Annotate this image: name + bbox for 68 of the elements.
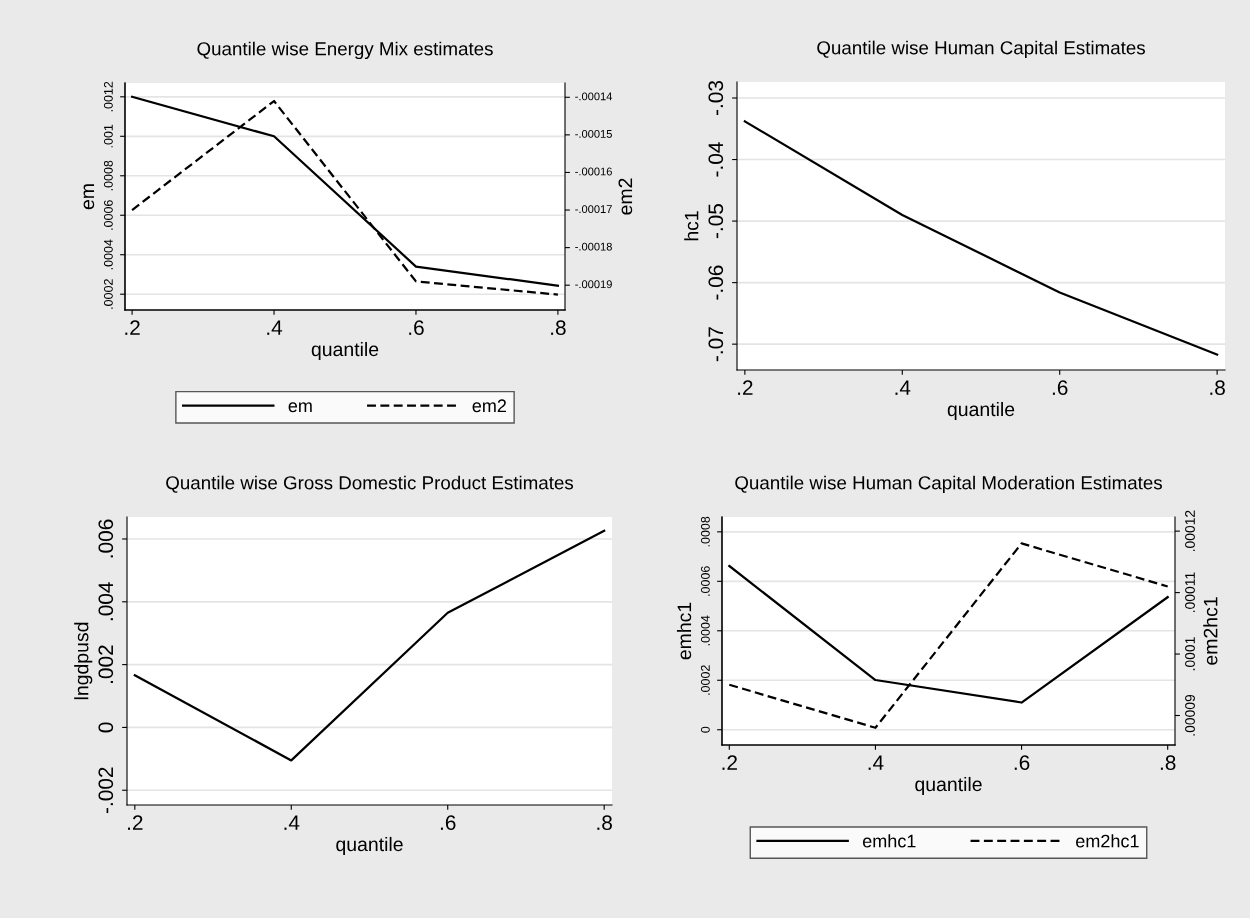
x-tick-label: .8 <box>597 815 612 831</box>
x-tick-label: .2 <box>128 815 143 830</box>
x-tick-label: .6 <box>1014 755 1030 771</box>
x-axis-title: quantile <box>311 341 379 361</box>
x-tick-label: .4 <box>895 380 911 395</box>
y-tick-label: .002 <box>98 645 114 683</box>
chart-title: Quantile wise Human Capital Moderation Estimates <box>735 475 1162 494</box>
y2-tick-label: .00012 <box>1185 510 1195 552</box>
x-tick-label: .4 <box>267 320 283 335</box>
y-tick-label: .001 <box>103 124 113 148</box>
y-tick-label: -.05 <box>708 204 724 239</box>
y-tick-label: 0 <box>98 722 114 733</box>
y2-tick-label: .00011 <box>1185 572 1195 613</box>
legend-label: em <box>288 402 312 413</box>
y-tick-label: .0008 <box>700 516 710 547</box>
x-tick-label: .6 <box>409 320 424 336</box>
y2-tick-label: .00009 <box>1185 694 1195 736</box>
chart-title: Quantile wise Gross Domestic Product Estimates <box>166 475 574 493</box>
y-tick-label: .0004 <box>103 239 113 270</box>
y-tick-label: -.03 <box>708 80 724 116</box>
line-series <box>743 120 1219 356</box>
x-tick-label: .6 <box>1052 380 1068 396</box>
y-tick-label: .0008 <box>103 160 113 191</box>
y-tick-label: .0002 <box>103 279 113 309</box>
y-tick-label: .006 <box>98 519 114 558</box>
y-tick-label: .0002 <box>700 665 710 695</box>
y-tick-label: .0012 <box>103 81 113 112</box>
y-tick-label: -.04 <box>708 142 724 177</box>
y-axis-title: em <box>83 184 95 210</box>
y2-tick-label: .0001 <box>1185 637 1195 671</box>
y2-axis-title: em2 <box>618 178 633 215</box>
legend-label: emhc1 <box>862 834 916 848</box>
line-series <box>728 542 1169 729</box>
y2-axis-title: em2hc1 <box>1203 597 1218 665</box>
chart-title: Quantile wise Human Capital Estimates <box>817 40 1145 59</box>
x-tick-label: .2 <box>722 755 737 770</box>
x-axis-title: quantile <box>947 401 1015 421</box>
x-tick-label: .2 <box>125 320 140 335</box>
y2-tick-label: -.00018 <box>575 242 612 251</box>
y-axis-title: emhc1 <box>676 602 692 660</box>
y-axis-title: lngdpusd <box>74 622 93 700</box>
y2-tick-label: -.00015 <box>575 129 612 138</box>
y-tick-label: 0 <box>700 726 710 733</box>
x-tick-label: .4 <box>284 815 300 830</box>
x-tick-label: .4 <box>868 755 884 770</box>
y2-tick-label: -.00017 <box>575 205 612 214</box>
x-tick-label: .2 <box>738 380 753 395</box>
y2-tick-label: -.00016 <box>575 167 612 176</box>
legend-label: em2 <box>472 399 506 413</box>
x-axis-title: quantile <box>336 836 403 856</box>
y-tick-label: .0004 <box>700 615 710 646</box>
y-tick-label: -.002 <box>98 767 114 814</box>
x-tick-label: .6 <box>440 815 456 831</box>
y-tick-label: .0006 <box>103 200 113 230</box>
y-tick-label: .0006 <box>700 566 710 596</box>
y-tick-label: .004 <box>98 582 114 621</box>
x-axis-title: quantile <box>915 776 982 796</box>
line-series <box>133 529 606 762</box>
y-axis-title: hc1 <box>684 211 699 241</box>
x-tick-label: .8 <box>1160 755 1176 771</box>
y-tick-label: -.06 <box>708 265 724 300</box>
x-tick-label: .8 <box>1210 380 1225 396</box>
legend-label: em2hc1 <box>1076 834 1139 848</box>
y-tick-label: -.07 <box>708 327 724 362</box>
y2-tick-label: -.00014 <box>575 92 613 101</box>
chart-title: Quantile wise Energy Mix estimates <box>197 41 493 60</box>
x-tick-label: .8 <box>551 320 566 336</box>
y2-tick-label: -.00019 <box>575 280 612 289</box>
